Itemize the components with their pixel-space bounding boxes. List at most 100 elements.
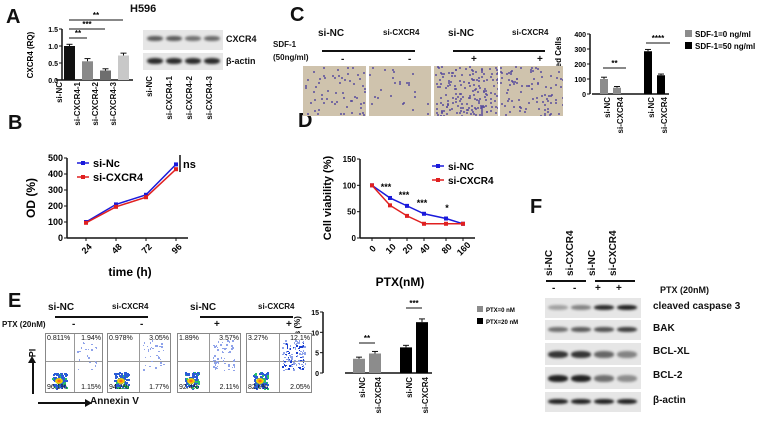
cell-dot	[399, 80, 402, 83]
event-dot	[215, 367, 217, 369]
event-dot	[65, 386, 68, 389]
cell-dot	[550, 94, 553, 97]
event-dot	[296, 345, 298, 347]
event-dot	[289, 356, 292, 359]
cell-dot	[446, 104, 449, 107]
event-dot	[116, 385, 119, 388]
event-dot	[57, 375, 60, 378]
band	[594, 399, 614, 404]
event-dot	[286, 368, 288, 371]
event-dot	[295, 364, 298, 366]
event-dot	[223, 369, 226, 372]
event-dot	[77, 368, 80, 371]
event-dot	[126, 386, 129, 389]
cell-dot	[448, 84, 451, 87]
cell-dot	[470, 113, 473, 116]
blot-label: BAK	[653, 323, 675, 334]
event-dot	[301, 346, 303, 348]
event-dot	[161, 346, 163, 348]
event-dot	[91, 343, 93, 346]
panel-a-title: H596	[130, 3, 157, 15]
x-tick-label: 96	[170, 242, 184, 256]
event-dot	[303, 366, 306, 369]
cell-dot	[496, 77, 498, 80]
cell-dot	[358, 112, 361, 115]
cell-dot	[439, 72, 442, 75]
group-label: si-CXCR4	[112, 302, 149, 311]
event-dot	[193, 372, 196, 375]
cell-dot	[441, 103, 444, 106]
cell-dot	[555, 102, 558, 105]
event-dot	[157, 356, 160, 358]
cell-dot	[510, 70, 513, 73]
cell-dot	[497, 81, 498, 84]
event-dot	[290, 361, 292, 363]
event-dot	[125, 374, 128, 377]
x-axis-label: PTX(nM)	[376, 275, 425, 289]
treatment-sign: +	[616, 283, 622, 294]
cell-dot	[471, 109, 474, 112]
cell-dot	[334, 77, 337, 80]
cell-dot	[519, 107, 522, 110]
x-tick-label: 10	[384, 242, 398, 256]
cell-dot	[549, 87, 552, 90]
cell-dot	[472, 113, 475, 116]
cell-dot	[526, 85, 529, 88]
event-dot	[123, 381, 126, 384]
cell-dot	[550, 112, 553, 115]
blot-lane-label: si-CXCR4	[608, 230, 619, 276]
event-dot	[301, 353, 303, 356]
bar	[369, 353, 381, 373]
bar	[100, 70, 111, 80]
annexin-axis-label: Annexin V	[90, 396, 139, 407]
event-dot	[297, 342, 299, 344]
blot-lane-label: si-CXCR4	[565, 230, 576, 276]
blot-lane-label: si-NC	[145, 76, 154, 97]
event-dot	[119, 372, 122, 375]
gate-line	[46, 361, 102, 362]
significance-label: **	[364, 334, 371, 343]
event-dot	[299, 367, 301, 369]
bar	[353, 358, 365, 373]
cell-dot	[467, 106, 470, 109]
event-dot	[95, 346, 97, 349]
event-dot	[193, 384, 196, 387]
cell-dot	[357, 74, 360, 77]
event-dot	[233, 366, 236, 368]
event-dot	[264, 377, 267, 380]
bar-category-label: si-CXCR4-1	[73, 82, 82, 126]
cell-dot	[380, 89, 383, 92]
cell-dot	[490, 75, 493, 78]
event-dot	[286, 347, 289, 350]
cell-dot	[490, 110, 493, 113]
event-dot	[260, 383, 263, 386]
event-dot	[295, 343, 297, 346]
cell-dot	[306, 78, 309, 81]
event-dot	[143, 342, 146, 344]
event-dot	[294, 348, 297, 350]
treatment-sign: -	[573, 283, 577, 294]
cell-dot	[467, 81, 470, 84]
cell-dot	[358, 77, 361, 80]
blot-label-cxcr4: CXCR4	[226, 34, 257, 44]
bar-category-label: si-CXCR4-2	[91, 82, 100, 126]
event-dot	[217, 341, 220, 343]
cell-dot	[466, 109, 469, 112]
cell-dot	[342, 92, 345, 95]
blot-row	[545, 367, 641, 389]
cell-dot	[507, 78, 510, 81]
event-dot	[80, 347, 83, 349]
event-dot	[289, 348, 292, 350]
event-dot	[115, 375, 118, 378]
pi-arrow-head	[28, 356, 36, 363]
cell-dot	[519, 110, 522, 113]
y-tick-label: 15	[311, 310, 319, 317]
cell-dot	[490, 102, 493, 105]
quadrant-percent: 2.05%	[290, 384, 310, 391]
event-dot	[233, 364, 235, 366]
legend-label: si-CXCR4	[448, 176, 494, 187]
event-dot	[212, 357, 215, 359]
significance-label: **	[611, 59, 618, 68]
band	[548, 305, 568, 310]
cell-dot	[486, 93, 489, 96]
